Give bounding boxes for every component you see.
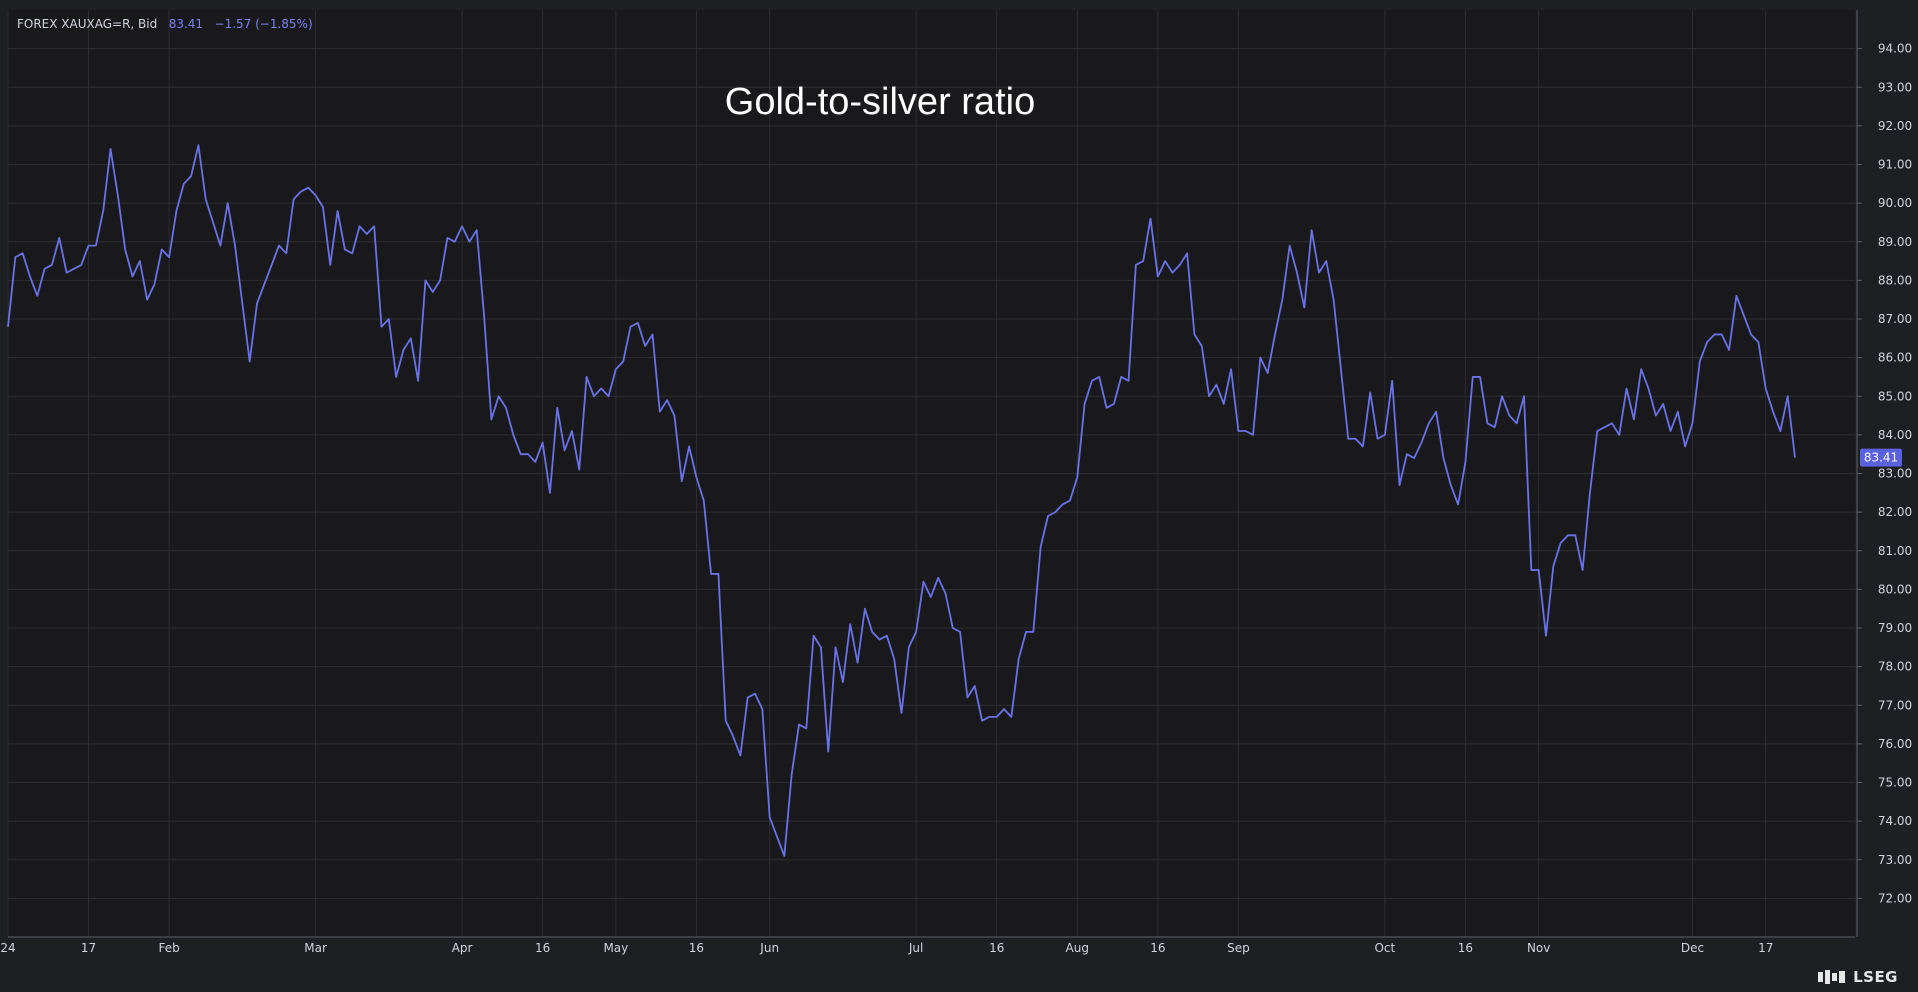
x-tick-label: May: [603, 941, 628, 955]
y-tick-label: 93.00: [1878, 80, 1912, 94]
lseg-mark-icon: [1818, 970, 1846, 984]
y-tick-label: 86.00: [1878, 351, 1912, 365]
y-tick-label: 77.00: [1878, 698, 1912, 712]
x-tick-label: 17: [1758, 941, 1773, 955]
x-tick-label: Feb: [158, 941, 179, 955]
x-tick-label: Dec: [1681, 941, 1704, 955]
x-tick-label: 16: [535, 941, 550, 955]
x-tick-label: Oct: [1374, 941, 1395, 955]
y-tick-label: 94.00: [1878, 42, 1912, 56]
x-tick-label: 16: [1458, 941, 1473, 955]
y-tick-label: 82.00: [1878, 505, 1912, 519]
brand-logo: LSEG: [1817, 968, 1898, 986]
x-tick-label: Jun: [759, 941, 779, 955]
x-tick-label: 16: [689, 941, 704, 955]
x-tick-label: Apr: [452, 941, 473, 955]
symbol-label: FOREX XAUXAG=R, Bid: [17, 17, 158, 31]
x-tick-label: Sep: [1227, 941, 1250, 955]
y-tick-label: 76.00: [1878, 737, 1912, 751]
y-tick-label: 73.00: [1878, 853, 1912, 867]
y-tick-label: 80.00: [1878, 582, 1912, 596]
x-tick-label: 24: [0, 941, 15, 955]
y-tick-label: 79.00: [1878, 621, 1912, 635]
symbol-header: FOREX XAUXAG=R, Bid 83.41 −1.57 (−1.85%): [17, 17, 313, 31]
y-tick-label: 88.00: [1878, 273, 1912, 287]
chart-title: Gold-to-silver ratio: [725, 81, 1035, 123]
x-tick-label: 17: [81, 941, 96, 955]
price-change: −1.57 (−1.85%): [214, 17, 313, 31]
y-tick-label: 90.00: [1878, 196, 1912, 210]
x-tick-label: Jul: [908, 941, 923, 955]
x-tick-label: Mar: [304, 941, 327, 955]
y-tick-label: 89.00: [1878, 235, 1912, 249]
last-value-label: 83.41: [1864, 451, 1898, 465]
brand-name: LSEG: [1853, 968, 1898, 986]
y-tick-label: 84.00: [1878, 428, 1912, 442]
y-tick-label: 81.00: [1878, 544, 1912, 558]
last-price: 83.41: [168, 17, 204, 31]
y-tick-label: 74.00: [1878, 814, 1912, 828]
x-tick-label: Aug: [1066, 941, 1089, 955]
y-tick-label: 91.00: [1878, 158, 1912, 172]
x-tick-label: Nov: [1527, 941, 1550, 955]
y-tick-label: 83.00: [1878, 467, 1912, 481]
y-tick-label: 75.00: [1878, 776, 1912, 790]
x-tick-label: 16: [989, 941, 1004, 955]
y-tick-label: 92.00: [1878, 119, 1912, 133]
y-tick-label: 78.00: [1878, 660, 1912, 674]
x-tick-label: 16: [1150, 941, 1165, 955]
series-line: [7, 144, 1796, 857]
last-value-tag: [1860, 448, 1902, 467]
y-tick-label: 87.00: [1878, 312, 1912, 326]
y-tick-label: 72.00: [1878, 891, 1912, 905]
y-tick-label: 85.00: [1878, 389, 1912, 403]
